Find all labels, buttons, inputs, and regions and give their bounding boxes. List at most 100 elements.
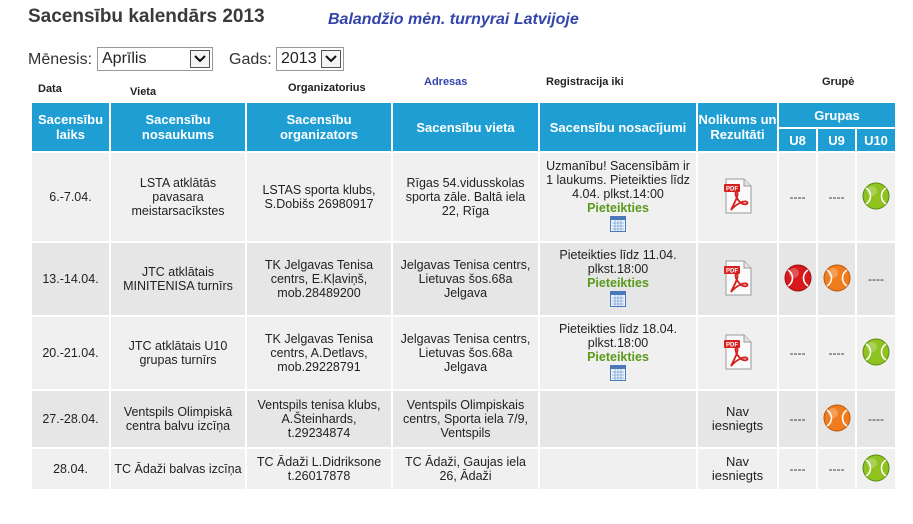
table-row: 27.-28.04. Ventspils Olimpiskā centra bal…	[30, 389, 897, 449]
cell-organizer: TC Ādaži L.Didriksone t.26017878	[245, 447, 393, 491]
cell-conditions: Pieteikties līdz 18.04. plkst.18:00 Piete…	[538, 315, 698, 391]
cell-organizer: TK Jelgavas Tenisa centrs, A.Detlavs, mo…	[245, 315, 393, 391]
group-empty: ----	[789, 190, 806, 204]
month-select-value: Aprīlis	[102, 50, 147, 67]
group-cell-u10	[855, 151, 897, 243]
table-row: 20.-21.04. JTC atklātais U10 grupas turnī…	[30, 315, 897, 391]
register-link[interactable]: Pieteikties	[587, 276, 649, 290]
cell-name: JTC atklātais MINITENISA turnīrs	[109, 241, 247, 317]
header-u10: U10	[855, 127, 897, 153]
group-cell-u9: ----	[816, 315, 857, 391]
group-empty: ----	[868, 412, 884, 426]
group-cell-u9: ----	[816, 447, 857, 491]
annotation-registracija: Registracija iki	[546, 76, 624, 88]
conditions-text: Pieteikties līdz 11.04. plkst.18:00	[559, 248, 677, 276]
group-cell-u8: ----	[777, 447, 818, 491]
cell-name: LSTA atklātās pavasara meistarsacīkstes	[109, 151, 247, 243]
year-label: Gads:	[229, 51, 272, 68]
pdf-icon[interactable]: PDF	[722, 178, 754, 214]
cell-rules: PDF	[696, 151, 779, 243]
group-empty: ----	[828, 462, 845, 476]
cell-time: 28.04.	[30, 447, 111, 491]
header-u9: U9	[816, 127, 857, 153]
header-time: Sacensību laiks	[30, 101, 111, 153]
cell-venue: Ventspils Olimpiskais centrs, Sporta iel…	[391, 389, 540, 449]
annotation-vieta: Vieta	[130, 86, 157, 98]
cell-rules: PDF	[696, 315, 779, 391]
pdf-icon[interactable]: PDF	[722, 260, 754, 296]
register-link[interactable]: Pieteikties	[587, 201, 649, 215]
conditions-text: Uzmanību! Sacensībām ir 1 laukums. Piete…	[546, 159, 690, 201]
group-empty: ----	[828, 190, 845, 204]
cell-time: 13.-14.04.	[30, 241, 111, 317]
year-select[interactable]: 2013	[276, 47, 344, 71]
header-organizers: Sacensību organizators	[245, 101, 393, 153]
group-empty: ----	[789, 346, 806, 360]
group-empty: ----	[789, 462, 806, 476]
header-name: Sacensību nosaukums	[109, 101, 247, 153]
table-row: 6.-7.04. LSTA atklātās pavasara meistarsa…	[30, 151, 897, 243]
calendar-icon[interactable]	[610, 216, 626, 232]
cell-name: TC Ādaži balvas izcīņa	[109, 447, 247, 491]
svg-text:PDF: PDF	[726, 342, 738, 348]
year-select-value: 2013	[281, 50, 317, 67]
tennis-ball-icon	[862, 338, 890, 366]
cell-conditions	[538, 447, 698, 491]
header-rules: Nolikums un Rezultāti	[696, 101, 779, 153]
cell-organizer: Ventspils tenisa klubs, A.Šteinhards, t.…	[245, 389, 393, 449]
table-row: 13.-14.04. JTC atklātais MINITENISA turnī…	[30, 241, 897, 317]
page-subtitle: Balandžio mėn. turnyrai Latvijoje	[328, 11, 579, 28]
cell-time: 6.-7.04.	[30, 151, 111, 243]
chevron-down-icon[interactable]	[190, 50, 210, 68]
cell-venue: Jelgavas Tenisa centrs, Lietuvas šos.68a…	[391, 241, 540, 317]
page-title: Sacensību kalendārs 2013	[28, 6, 265, 27]
annotation-grupe: Grupė	[822, 76, 855, 88]
cell-name: JTC atklātais U10 grupas turnīrs	[109, 315, 247, 391]
header-conditions: Sacensību nosacījumi	[538, 101, 698, 153]
group-cell-u10	[855, 315, 897, 391]
annotation-adresas: Adresas	[424, 76, 468, 88]
calendar-icon[interactable]	[610, 365, 626, 381]
rules-not-submitted: Nav iesniegts	[711, 404, 764, 433]
group-empty: ----	[828, 346, 845, 360]
group-cell-u8: ----	[777, 389, 818, 449]
calendar-icon[interactable]	[610, 291, 626, 307]
group-cell-u10: ----	[855, 389, 897, 449]
register-link[interactable]: Pieteikties	[587, 350, 649, 364]
group-cell-u9	[816, 241, 857, 317]
cell-organizer: TK Jelgavas Tenisa centrs, E.Kļaviņš, mo…	[245, 241, 393, 317]
annotation-data: Data	[38, 83, 62, 95]
competition-table: Sacensību laiks Sacensību nosaukums Sace…	[30, 101, 897, 491]
pdf-icon[interactable]: PDF	[722, 334, 754, 370]
group-cell-u8	[777, 241, 818, 317]
tennis-ball-icon	[823, 404, 851, 432]
cell-time: 27.-28.04.	[30, 389, 111, 449]
cell-venue: Rīgas 54.vidusskolas sporta zāle. Baltā …	[391, 151, 540, 243]
cell-venue: Jelgavas Tenisa centrs, Lietuvas šos.68a…	[391, 315, 540, 391]
header-groups: Grupas	[777, 101, 897, 129]
tennis-ball-icon	[862, 454, 890, 482]
cell-name: Ventspils Olimpiskā centra balvu izcīņa	[109, 389, 247, 449]
chevron-down-icon[interactable]	[321, 50, 341, 68]
cell-rules: Nav iesniegts	[696, 389, 779, 449]
cell-time: 20.-21.04.	[30, 315, 111, 391]
group-empty: ----	[868, 272, 884, 286]
header-venue: Sacensību vieta	[391, 101, 540, 153]
rules-not-submitted: Nav iesniegts	[711, 454, 764, 483]
month-label: Mēnesis:	[28, 51, 93, 68]
cell-organizer: LSTAS sporta klubs, S.Dobišs 26980917	[245, 151, 393, 243]
group-cell-u10	[855, 447, 897, 491]
tennis-ball-icon	[823, 264, 851, 292]
cell-conditions: Uzmanību! Sacensībām ir 1 laukums. Piete…	[538, 151, 698, 243]
month-select[interactable]: Aprīlis	[97, 47, 213, 71]
cell-rules: PDF	[696, 241, 779, 317]
group-cell-u9: ----	[816, 151, 857, 243]
cell-rules: Nav iesniegts	[696, 447, 779, 491]
group-cell-u9	[816, 389, 857, 449]
svg-text:PDF: PDF	[726, 186, 738, 192]
group-cell-u10: ----	[855, 241, 897, 317]
group-empty: ----	[789, 412, 806, 426]
group-cell-u8: ----	[777, 151, 818, 243]
svg-text:PDF: PDF	[726, 268, 738, 274]
group-cell-u8: ----	[777, 315, 818, 391]
